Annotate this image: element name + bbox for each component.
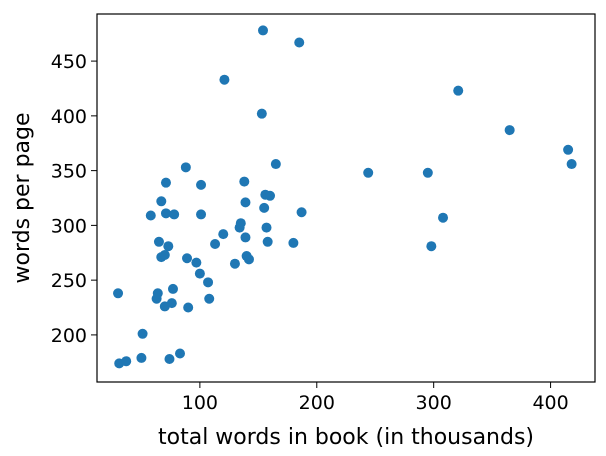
scatter-point bbox=[235, 218, 246, 229]
scatter-point bbox=[261, 222, 272, 233]
scatter-point bbox=[180, 162, 191, 173]
scatter-point bbox=[164, 354, 175, 364]
scatter-point bbox=[218, 229, 229, 240]
scatter-point bbox=[169, 209, 180, 220]
scatter-point bbox=[229, 258, 240, 269]
scatter-point bbox=[243, 254, 254, 265]
x-tick-label: 400 bbox=[532, 392, 568, 414]
scatter-point bbox=[203, 277, 214, 288]
scatter-point bbox=[183, 302, 194, 313]
scatter-point bbox=[204, 293, 215, 304]
scatter-point bbox=[453, 85, 464, 96]
scatter-point bbox=[153, 236, 164, 247]
scatter-point bbox=[256, 108, 267, 119]
scatter-point bbox=[160, 177, 171, 188]
scatter-point bbox=[262, 236, 273, 247]
scatter-point bbox=[160, 208, 171, 219]
scatter-point bbox=[288, 237, 299, 248]
scatter-point bbox=[240, 232, 251, 243]
scatter-point bbox=[175, 348, 185, 359]
y-tick-label: 450 bbox=[51, 51, 87, 73]
data-points bbox=[113, 25, 577, 369]
scatter-point bbox=[265, 190, 276, 201]
scatter-point bbox=[296, 207, 307, 218]
x-axis-label: total words in book (in thousands) bbox=[158, 425, 534, 450]
y-tick-label: 300 bbox=[51, 215, 87, 237]
scatter-point bbox=[191, 257, 202, 268]
scatter-point bbox=[258, 25, 268, 36]
scatter-point bbox=[438, 212, 449, 223]
scatter-point bbox=[259, 202, 270, 213]
scatter-point bbox=[194, 268, 205, 279]
scatter-point bbox=[239, 176, 250, 187]
scatter-point bbox=[270, 159, 281, 170]
scatter-point bbox=[563, 144, 574, 155]
scatter-point bbox=[163, 241, 174, 252]
scatter-point bbox=[166, 298, 177, 309]
y-tick-label: 350 bbox=[51, 161, 87, 183]
y-axis-label: words per page bbox=[10, 112, 35, 283]
scatter-point bbox=[136, 352, 147, 363]
x-axis-ticks: 100 200 300 400 bbox=[182, 382, 569, 414]
x-tick-label: 300 bbox=[416, 392, 452, 414]
y-tick-label: 250 bbox=[51, 270, 87, 292]
scatter-point bbox=[504, 125, 515, 136]
scatter-point bbox=[152, 288, 163, 299]
scatter-point bbox=[422, 167, 433, 178]
scatter-point bbox=[426, 241, 437, 252]
scatter-point bbox=[210, 239, 221, 249]
x-tick-label: 200 bbox=[299, 392, 335, 414]
scatter-point bbox=[137, 328, 148, 339]
scatter-point bbox=[219, 74, 230, 85]
scatter-point bbox=[121, 356, 132, 367]
scatter-point bbox=[182, 253, 193, 264]
scatter-point bbox=[196, 209, 207, 220]
scatter-point bbox=[145, 210, 156, 221]
scatter-point bbox=[167, 283, 178, 294]
plot-area bbox=[96, 13, 596, 383]
y-tick-label: 200 bbox=[51, 325, 87, 347]
scatter-point bbox=[240, 197, 251, 208]
scatter-point bbox=[159, 249, 170, 260]
scatter-point bbox=[363, 167, 374, 178]
x-tick-label: 100 bbox=[182, 392, 218, 414]
scatter-point bbox=[156, 196, 167, 207]
y-axis-ticks: 200 250 300 350 400 450 bbox=[51, 51, 97, 347]
scatter-point bbox=[113, 288, 124, 299]
scatter-point bbox=[566, 159, 577, 170]
scatter-point bbox=[196, 179, 207, 190]
y-tick-label: 400 bbox=[51, 106, 87, 128]
scatter-point bbox=[294, 37, 305, 48]
